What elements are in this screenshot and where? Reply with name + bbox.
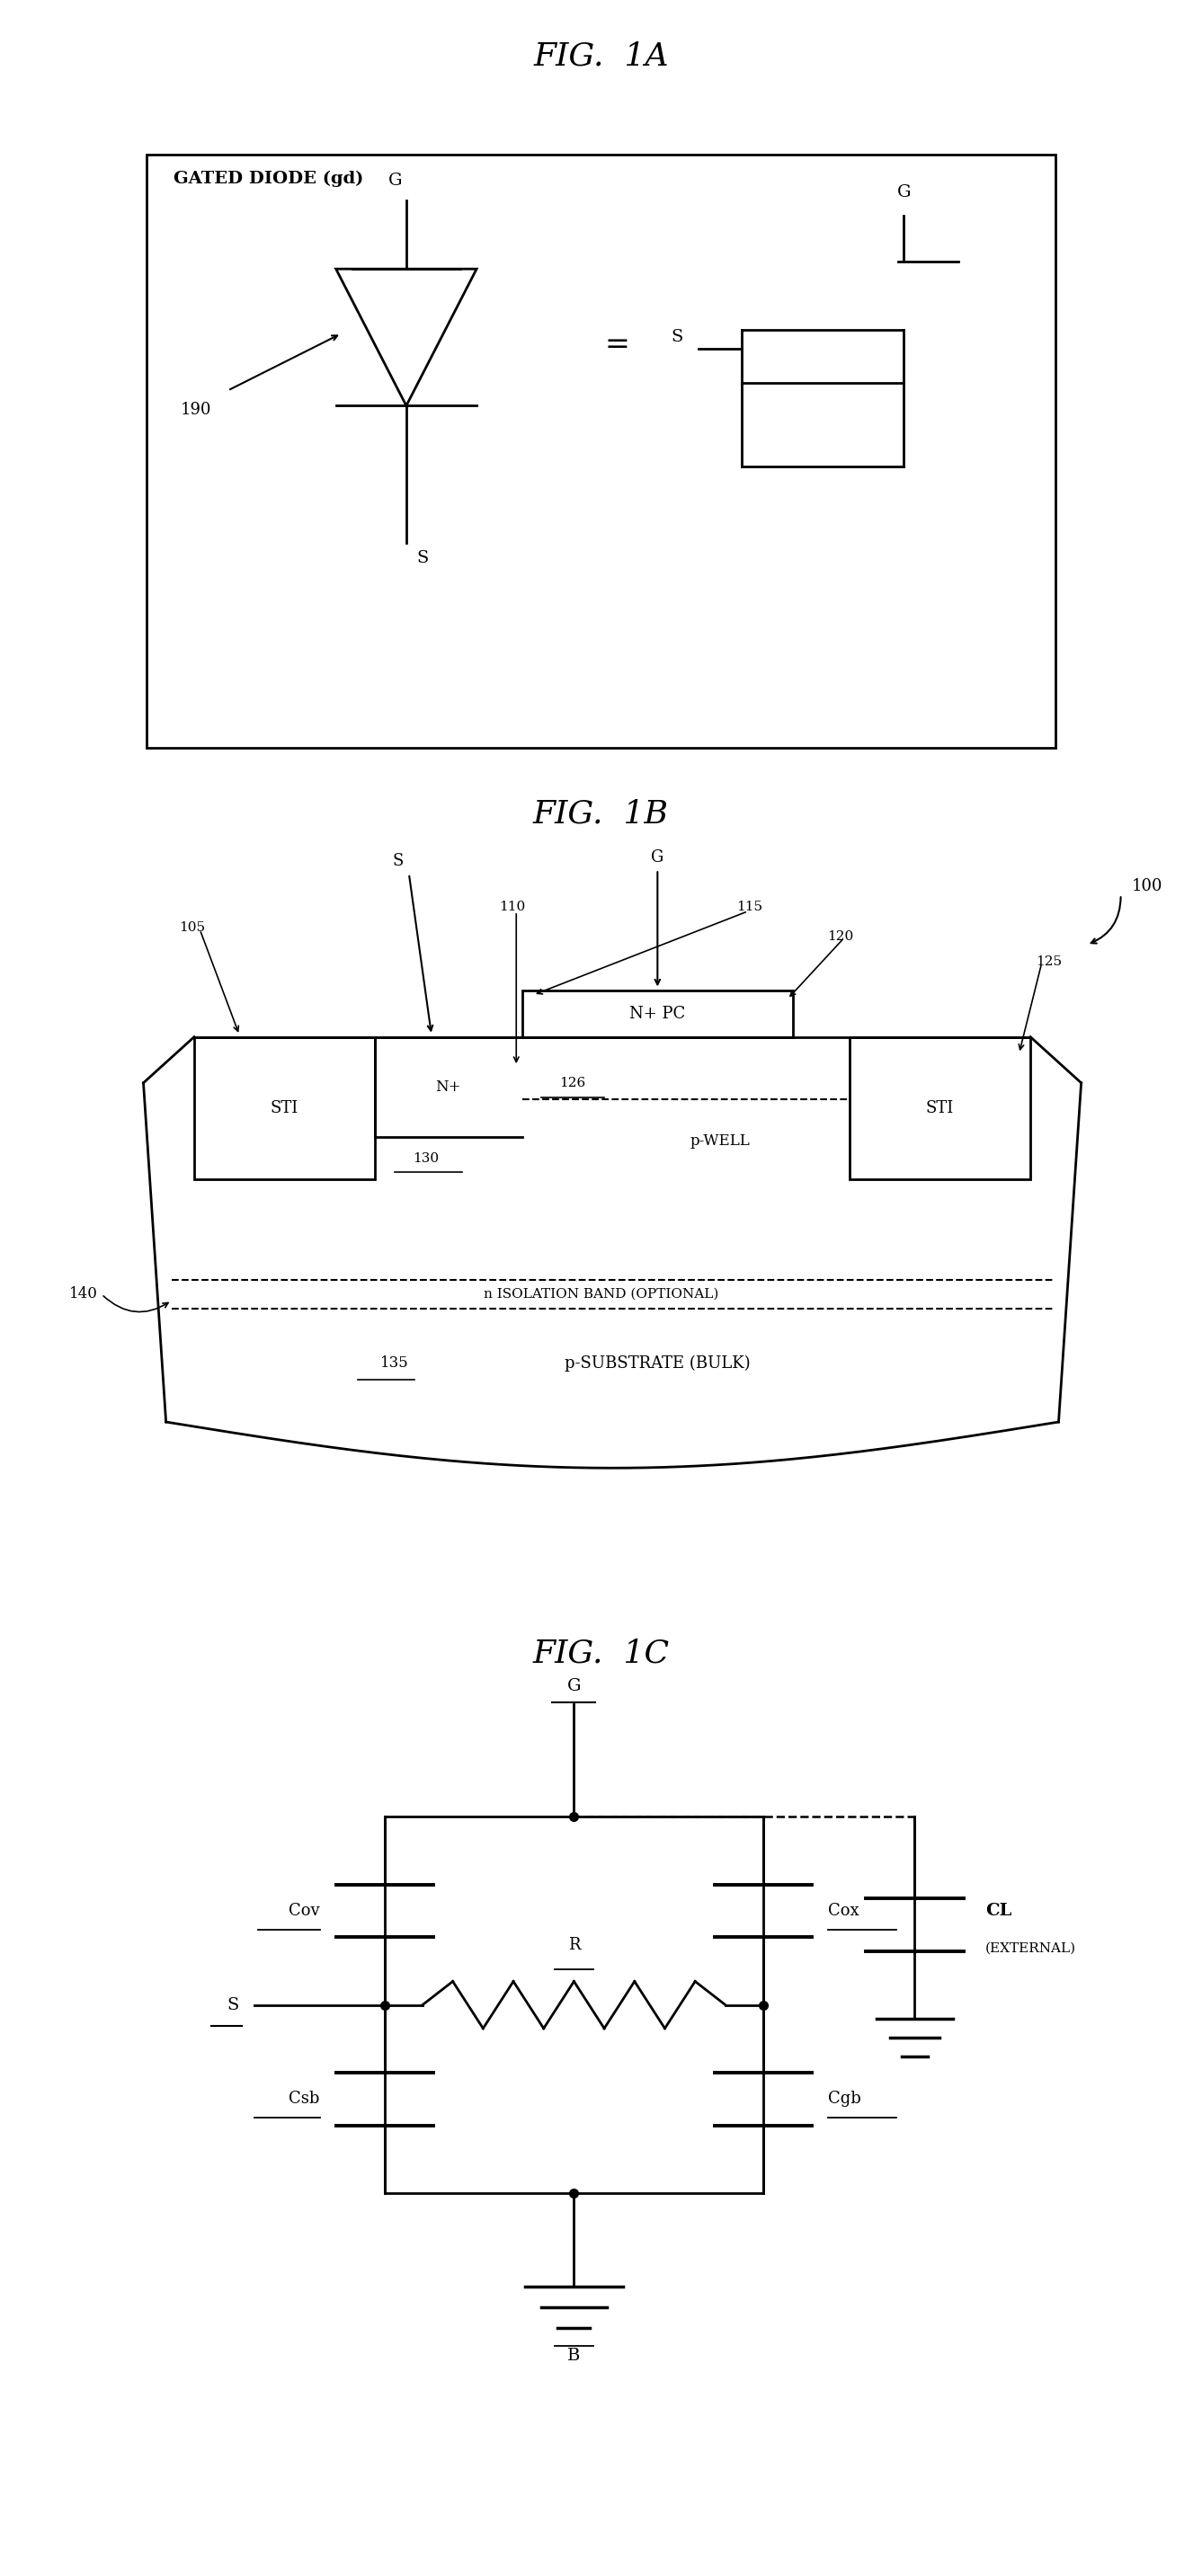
Text: STI: STI bbox=[926, 1100, 954, 1115]
Text: 190: 190 bbox=[180, 402, 212, 417]
Text: S: S bbox=[227, 1996, 239, 2012]
Text: p-SUBSTRATE (BULK): p-SUBSTRATE (BULK) bbox=[565, 1355, 750, 1370]
Text: G: G bbox=[567, 1680, 581, 1695]
Text: =: = bbox=[605, 330, 630, 361]
Text: 105: 105 bbox=[179, 922, 206, 935]
Text: G: G bbox=[651, 850, 664, 866]
Text: STI: STI bbox=[270, 1100, 298, 1115]
Text: n ISOLATION BAND (OPTIONAL): n ISOLATION BAND (OPTIONAL) bbox=[483, 1288, 719, 1301]
Text: 130: 130 bbox=[412, 1151, 439, 1164]
Text: S: S bbox=[671, 330, 683, 345]
Bar bbox=[522, 992, 793, 1036]
Bar bbox=[850, 1036, 1030, 1180]
Text: 115: 115 bbox=[737, 902, 763, 914]
Text: Csb: Csb bbox=[288, 2092, 320, 2107]
Text: CL: CL bbox=[984, 1904, 1011, 1919]
Text: 100: 100 bbox=[1132, 878, 1164, 894]
Bar bbox=[147, 155, 1055, 747]
Text: 135: 135 bbox=[380, 1355, 409, 1370]
Text: S: S bbox=[417, 551, 428, 567]
Text: Cov: Cov bbox=[288, 1904, 320, 1919]
Text: N+: N+ bbox=[435, 1079, 462, 1095]
Text: (EXTERNAL): (EXTERNAL) bbox=[984, 1942, 1076, 1955]
Bar bbox=[195, 1036, 375, 1180]
Text: N+ PC: N+ PC bbox=[630, 1005, 685, 1023]
Text: G: G bbox=[897, 185, 911, 201]
Text: p-WELL: p-WELL bbox=[690, 1133, 750, 1149]
Text: 120: 120 bbox=[827, 930, 853, 943]
Text: B: B bbox=[567, 2349, 581, 2365]
Text: Cox: Cox bbox=[828, 1904, 859, 1919]
Text: FIG.  1C: FIG. 1C bbox=[532, 1638, 670, 1669]
Text: Cgb: Cgb bbox=[828, 2092, 861, 2107]
Text: 110: 110 bbox=[499, 902, 525, 914]
Text: S: S bbox=[392, 853, 403, 871]
Text: R: R bbox=[567, 1937, 581, 1953]
Text: FIG.  1B: FIG. 1B bbox=[534, 799, 668, 829]
Text: FIG.  1A: FIG. 1A bbox=[534, 41, 668, 72]
Text: 125: 125 bbox=[1036, 956, 1063, 969]
Text: 126: 126 bbox=[560, 1077, 585, 1090]
Text: 140: 140 bbox=[70, 1285, 99, 1301]
Text: G: G bbox=[388, 173, 403, 188]
Text: GATED DIODE (gd): GATED DIODE (gd) bbox=[174, 170, 364, 185]
